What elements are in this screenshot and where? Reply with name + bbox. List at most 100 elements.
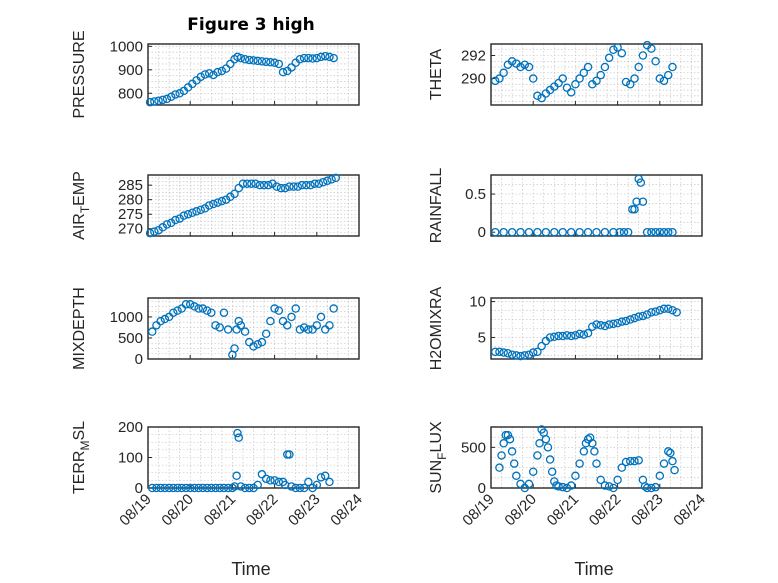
data-point [145,97,155,107]
data-point [211,321,220,330]
data-point [295,55,305,64]
y-axis-label: THETA [428,49,445,101]
data-point [528,467,538,476]
data-point [600,227,610,237]
data-point [613,475,622,485]
figure-title: Figure 3 high [187,15,315,35]
data-point [253,56,262,66]
data-point [171,90,180,99]
data-point [609,319,618,329]
data-point [663,70,673,80]
data-point [316,312,326,322]
y-axis-label: SUNFLUX [428,421,449,494]
data-point [278,316,288,326]
data-point [613,318,622,328]
y-axis-label-subscript: M [78,441,92,451]
data-point [308,54,317,63]
data-point [188,208,197,218]
data-point [152,483,161,493]
y-axis-label-main: THETA [428,49,445,101]
subplot-5: 0 500 1000 MIXDEPTH [71,287,360,370]
data-point [217,196,227,206]
data-point [325,321,334,330]
data-point [270,304,279,313]
y-axis-label: RAINFALL [428,168,445,244]
data-point [666,448,675,458]
data-point [524,227,534,237]
y-tick-label: 280 [118,192,143,209]
data-point [204,69,214,78]
data-point [154,225,163,235]
y-tick-label: 0 [478,480,486,497]
data-point [562,331,572,340]
data-point [312,480,322,490]
data-point [497,451,506,460]
y-tick-label: 5 [478,329,486,346]
data-point [516,227,525,237]
data-point [257,470,267,479]
data-point [562,83,572,92]
data-point [272,182,281,191]
data-point [512,351,521,360]
data-point [240,55,250,64]
data-point [270,58,279,68]
data-point [585,433,595,442]
data-point [571,471,580,481]
data-point [215,323,224,332]
data-point [524,479,534,489]
y-axis-label: H2OMIXRA [428,286,445,370]
data-point [190,302,199,311]
data-point [236,53,246,63]
data-point [245,337,254,347]
y-axis-label-main: RAINFALL [428,168,445,244]
data-point [283,321,292,330]
data-point [299,483,309,493]
data-point [266,58,275,67]
data-point [297,180,307,190]
data-point [596,70,605,80]
y-tick-label: 275 [118,206,143,223]
data-point [507,227,517,237]
data-point [150,97,159,106]
data-point [668,305,677,315]
data-point [253,340,262,349]
data-point [213,67,222,77]
data-point [583,62,593,72]
data-point [626,315,635,324]
data-point [304,477,313,487]
data-point [202,306,212,315]
data-point [293,182,303,191]
data-point [230,482,239,491]
data-point [213,198,222,207]
data-point [663,304,673,314]
data-point [312,321,322,330]
data-point [575,459,584,468]
data-point [516,62,525,72]
y-axis-label-subscript: T [78,205,92,213]
data-point [221,64,231,73]
data-point [299,323,309,332]
data-point [221,195,231,204]
axes-box [147,174,360,237]
data-point [156,316,165,326]
data-point [257,337,267,347]
data-point [306,180,315,190]
y-tick-label: 100 [118,450,143,467]
data-point [490,347,500,357]
data-point [160,483,170,493]
data-point [257,57,267,66]
y-axis-label-main: AIR [71,213,88,240]
data-point [209,70,218,80]
data-point [579,447,589,456]
data-point [575,227,584,237]
data-point [495,463,504,472]
data-point [503,349,513,358]
data-point [659,76,669,86]
axes-box [490,297,703,360]
data-point [270,476,279,485]
data-point [207,483,216,493]
data-point [266,316,275,326]
data-point [238,179,248,188]
data-point [318,178,328,187]
data-point [630,456,639,466]
